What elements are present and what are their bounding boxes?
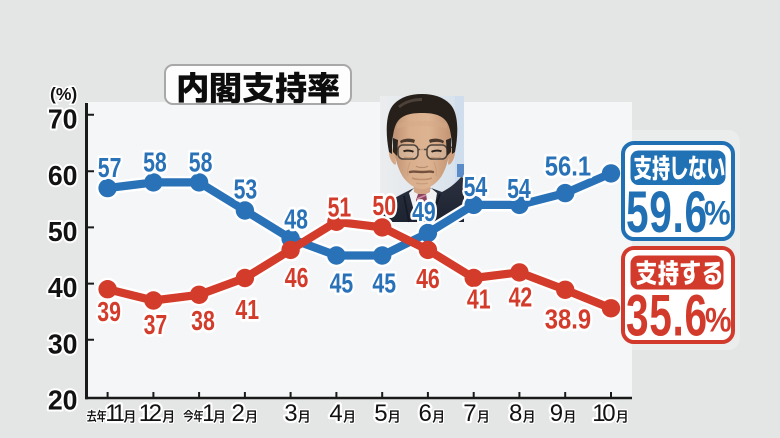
svg-text:58: 58 — [143, 147, 167, 179]
svg-text:2: 2 — [149, 400, 162, 427]
svg-text:%: % — [704, 194, 731, 232]
svg-text:41: 41 — [235, 294, 259, 326]
svg-text:6: 6 — [419, 400, 432, 427]
svg-text:48: 48 — [284, 204, 308, 236]
svg-text:45: 45 — [330, 268, 354, 300]
svg-text:3: 3 — [284, 400, 297, 427]
svg-text:%: % — [705, 301, 732, 339]
svg-text:37: 37 — [144, 309, 168, 341]
svg-text:2: 2 — [232, 400, 245, 427]
svg-text:30: 30 — [48, 328, 78, 359]
svg-text:2: 2 — [149, 400, 162, 427]
svg-text:54: 54 — [464, 171, 488, 203]
svg-text:5: 5 — [374, 400, 387, 427]
svg-text:6: 6 — [419, 400, 432, 427]
svg-text:1: 1 — [202, 400, 215, 427]
svg-text:35.6: 35.6 — [626, 283, 708, 348]
svg-text:8: 8 — [509, 400, 522, 427]
svg-text:53: 53 — [234, 174, 258, 206]
svg-text:41: 41 — [467, 284, 491, 316]
svg-text:49: 49 — [412, 196, 436, 228]
svg-text:42: 42 — [509, 282, 533, 314]
svg-text:39: 39 — [97, 296, 121, 328]
svg-text:8: 8 — [509, 400, 522, 427]
svg-text:9: 9 — [550, 400, 563, 427]
svg-text:4: 4 — [329, 400, 342, 427]
svg-text:45: 45 — [372, 268, 396, 300]
svg-text:1: 1 — [592, 400, 605, 427]
svg-text:38: 38 — [191, 305, 215, 337]
svg-text:59.6: 59.6 — [626, 180, 708, 245]
svg-text:1: 1 — [105, 400, 118, 427]
svg-text:20: 20 — [48, 384, 78, 415]
svg-text:1: 1 — [113, 400, 126, 427]
svg-text:7: 7 — [463, 400, 476, 427]
svg-text:1: 1 — [139, 400, 152, 427]
svg-text:9: 9 — [550, 400, 563, 427]
svg-text:2: 2 — [232, 400, 245, 427]
svg-text:50: 50 — [48, 216, 78, 247]
svg-text:1: 1 — [139, 400, 152, 427]
svg-text:38.9: 38.9 — [545, 302, 591, 334]
svg-text:58: 58 — [189, 147, 213, 179]
svg-text:50: 50 — [372, 190, 396, 222]
svg-text:1: 1 — [592, 400, 605, 427]
svg-text:7: 7 — [463, 400, 476, 427]
svg-text:3: 3 — [284, 400, 297, 427]
svg-text:0: 0 — [602, 400, 615, 427]
svg-text:46: 46 — [416, 263, 440, 295]
svg-text:57: 57 — [98, 152, 122, 184]
svg-text:70: 70 — [48, 103, 78, 134]
svg-text:56.1: 56.1 — [545, 149, 591, 181]
svg-text:1: 1 — [105, 400, 118, 427]
svg-text:0: 0 — [602, 400, 615, 427]
svg-text:5: 5 — [374, 400, 387, 427]
svg-text:40: 40 — [48, 272, 78, 303]
svg-text:60: 60 — [48, 159, 78, 190]
svg-text:4: 4 — [329, 400, 342, 427]
svg-text:51: 51 — [328, 192, 352, 224]
svg-text:(%): (%) — [50, 84, 77, 104]
svg-text:54: 54 — [507, 173, 531, 205]
svg-text:46: 46 — [285, 262, 309, 294]
